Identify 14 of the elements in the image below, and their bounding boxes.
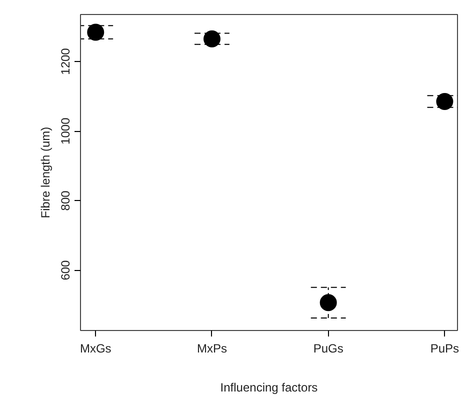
y-tick-label: 1000 bbox=[58, 117, 72, 144]
x-tick-label: PuGs bbox=[313, 342, 344, 356]
point bbox=[320, 294, 337, 312]
point bbox=[203, 30, 220, 48]
y-axis-title: Fibre length (um) bbox=[38, 126, 52, 218]
x-tick-label: PuPs bbox=[430, 342, 460, 356]
y-tick-label: 1200 bbox=[58, 48, 72, 75]
x-axis-title: Influencing factors bbox=[220, 380, 318, 394]
y-tick-label: 800 bbox=[58, 190, 72, 211]
x-tick-label: MxGs bbox=[80, 342, 112, 356]
point bbox=[436, 93, 454, 110]
x-tick-label: MxPs bbox=[196, 342, 227, 356]
point bbox=[87, 24, 104, 41]
y-tick-label: 600 bbox=[58, 260, 72, 280]
